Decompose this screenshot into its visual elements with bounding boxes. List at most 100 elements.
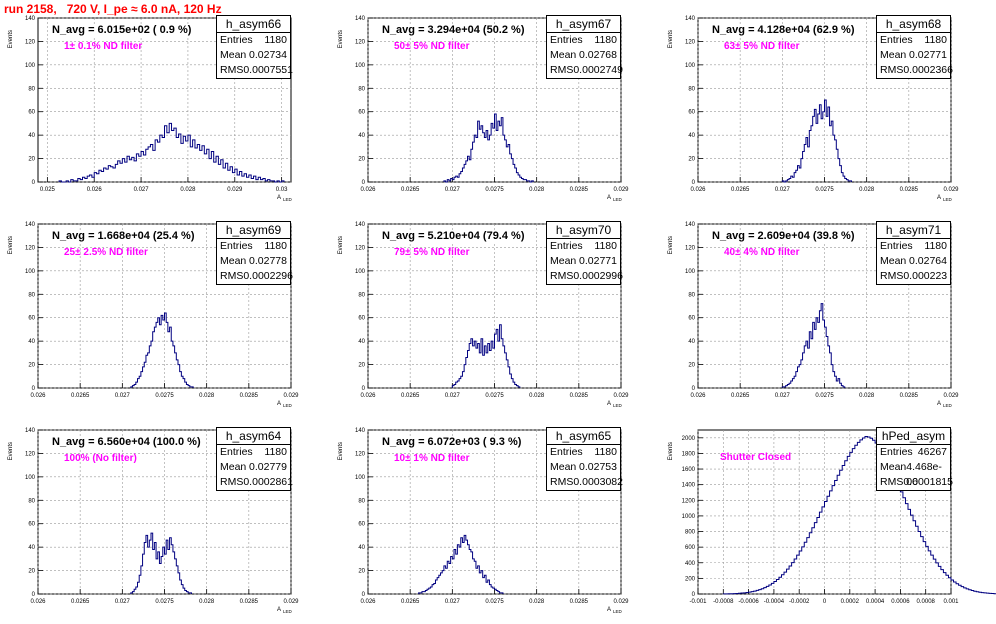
y-tick-label: 60 xyxy=(28,522,35,528)
x-tick-label: 0.0008 xyxy=(917,599,936,605)
stats-value-rms: 0.000223 xyxy=(903,269,947,284)
histogram-name: hPed_asym xyxy=(877,428,950,445)
filter-annotation: 79± 5% ND filter xyxy=(394,247,470,258)
y-tick-label: 140 xyxy=(355,16,366,22)
x-axis-label: A xyxy=(607,195,611,201)
n-avg-label: N_avg = 2.609e+04 (39.8 %) xyxy=(712,230,854,242)
y-tick-label: 120 xyxy=(355,245,366,251)
y-axis-label: Events xyxy=(8,30,14,48)
y-tick-label: 120 xyxy=(25,39,36,45)
x-tick-label: 0.0265 xyxy=(731,187,750,193)
stats-label: Entries xyxy=(220,33,253,48)
x-tick-label: 0.0275 xyxy=(155,599,174,605)
y-tick-label: 0 xyxy=(692,180,696,186)
n-avg-label: N_avg = 1.668e+04 (25.4 %) xyxy=(52,230,194,242)
x-tick-label: 0.03 xyxy=(276,187,288,193)
run-title: run 2158, 720 V, I_pe ≈ 6.0 nA, 120 Hz xyxy=(4,2,222,16)
x-tick-label: 0.029 xyxy=(613,599,629,605)
filter-annotation: 50± 5% ND filter xyxy=(394,41,470,52)
y-tick-label: 140 xyxy=(355,222,366,228)
x-tick-label: 0.028 xyxy=(859,393,875,399)
stats-label: RMS xyxy=(220,63,243,78)
y-tick-label: 120 xyxy=(25,245,36,251)
x-tick-label: 0 xyxy=(823,599,827,605)
y-tick-label: 120 xyxy=(685,39,696,45)
y-tick-label: 20 xyxy=(28,569,35,575)
x-tick-label: 0.0006 xyxy=(891,599,910,605)
stats-value-mean: 0.02768 xyxy=(579,48,617,63)
x-tick-label: 0.027 xyxy=(445,599,461,605)
y-tick-label: 140 xyxy=(685,222,696,228)
y-tick-label: 120 xyxy=(355,451,366,457)
y-axis-label: Events xyxy=(338,236,344,254)
stats-value-mean: 0.02771 xyxy=(909,48,947,63)
x-axis-label: A xyxy=(277,607,281,613)
filter-annotation: Shutter Closed xyxy=(720,452,791,463)
x-tick-label: 0.0285 xyxy=(900,187,919,193)
stats-value-entries: 1180 xyxy=(594,33,617,48)
y-tick-label: 60 xyxy=(688,110,695,116)
y-axis-label: Events xyxy=(668,236,674,254)
stats-label: Mean xyxy=(550,254,576,269)
stats-label: RMS xyxy=(220,269,243,284)
stats-label: Entries xyxy=(550,445,583,460)
y-tick-label: 60 xyxy=(358,522,365,528)
histogram-name: h_asym71 xyxy=(877,222,950,239)
n-avg-label: N_avg = 6.560e+04 (100.0 %) xyxy=(52,436,201,448)
stats-label: Mean xyxy=(220,254,246,269)
stats-label: Entries xyxy=(550,239,583,254)
y-tick-label: 100 xyxy=(685,63,696,69)
n-avg-label: N_avg = 4.128e+04 (62.9 %) xyxy=(712,24,854,36)
stats-value-rms: 0.0002366 xyxy=(903,63,953,78)
x-axis-label: A xyxy=(607,607,611,613)
stats-label: RMS xyxy=(550,63,573,78)
y-axis-label: Events xyxy=(8,236,14,254)
y-tick-label: 100 xyxy=(355,269,366,275)
x-tick-label: 0.027 xyxy=(115,599,131,605)
x-tick-label: 0.0285 xyxy=(240,393,259,399)
y-tick-label: 60 xyxy=(28,316,35,322)
n-avg-label: N_avg = 5.210e+04 (79.4 %) xyxy=(382,230,524,242)
y-tick-label: 40 xyxy=(688,339,695,345)
x-tick-label: 0.026 xyxy=(690,393,706,399)
stats-value-rms: 0.0001815 xyxy=(903,475,953,490)
y-tick-label: 100 xyxy=(25,475,36,481)
y-tick-label: 40 xyxy=(358,339,365,345)
y-tick-label: 80 xyxy=(28,292,35,298)
y-tick-label: 140 xyxy=(25,428,36,434)
y-tick-label: 40 xyxy=(28,133,35,139)
filter-annotation: 63± 5% ND filter xyxy=(724,41,800,52)
y-tick-label: 20 xyxy=(358,363,365,369)
filter-annotation: 1± 0.1% ND filter xyxy=(64,41,142,52)
x-axis-label: A xyxy=(607,401,611,407)
x-tick-label: 0.028 xyxy=(529,599,545,605)
histogram-name: h_asym66 xyxy=(217,16,290,33)
x-axis-label: A xyxy=(937,401,941,407)
histogram-name: h_asym64 xyxy=(217,428,290,445)
x-tick-label: 0.029 xyxy=(613,393,629,399)
stats-label: Mean xyxy=(880,460,906,475)
x-tick-label: 0.0275 xyxy=(155,393,174,399)
x-tick-label: 0.027 xyxy=(445,187,461,193)
y-tick-label: 0 xyxy=(692,386,696,392)
x-tick-label: 0.0265 xyxy=(401,393,420,399)
x-tick-label: 0.026 xyxy=(30,599,46,605)
y-axis-label: Events xyxy=(8,442,14,460)
x-axis-label-sub: LED xyxy=(613,403,623,408)
x-axis-label: A xyxy=(937,195,941,201)
stats-value-mean: 0.02779 xyxy=(249,460,287,475)
x-tick-label: 0.0285 xyxy=(570,187,589,193)
histogram-name: h_asym70 xyxy=(547,222,620,239)
y-tick-label: 0 xyxy=(362,592,366,598)
stats-value-entries: 1180 xyxy=(264,239,287,254)
x-tick-label: 0.0285 xyxy=(570,393,589,399)
stats-label: Mean xyxy=(220,460,246,475)
x-tick-label: 0.0285 xyxy=(240,599,259,605)
